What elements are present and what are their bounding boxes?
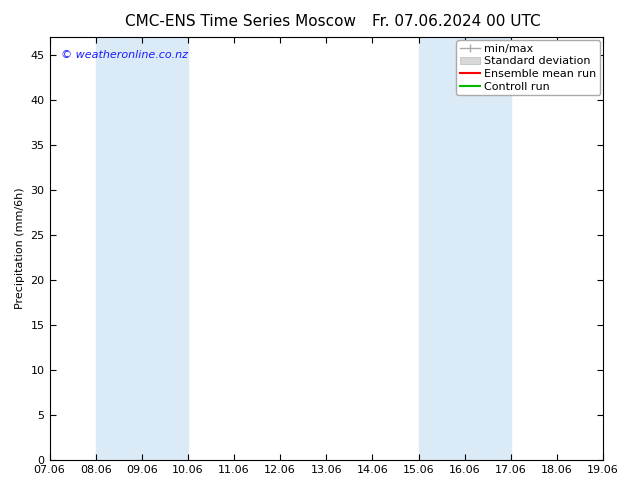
Text: Fr. 07.06.2024 00 UTC: Fr. 07.06.2024 00 UTC xyxy=(372,14,541,29)
Legend: min/max, Standard deviation, Ensemble mean run, Controll run: min/max, Standard deviation, Ensemble me… xyxy=(456,40,600,96)
Bar xyxy=(418,37,511,460)
Bar xyxy=(96,37,188,460)
Y-axis label: Precipitation (mm/6h): Precipitation (mm/6h) xyxy=(15,188,25,309)
Text: © weatheronline.co.nz: © weatheronline.co.nz xyxy=(61,50,188,60)
Text: CMC-ENS Time Series Moscow: CMC-ENS Time Series Moscow xyxy=(126,14,356,29)
